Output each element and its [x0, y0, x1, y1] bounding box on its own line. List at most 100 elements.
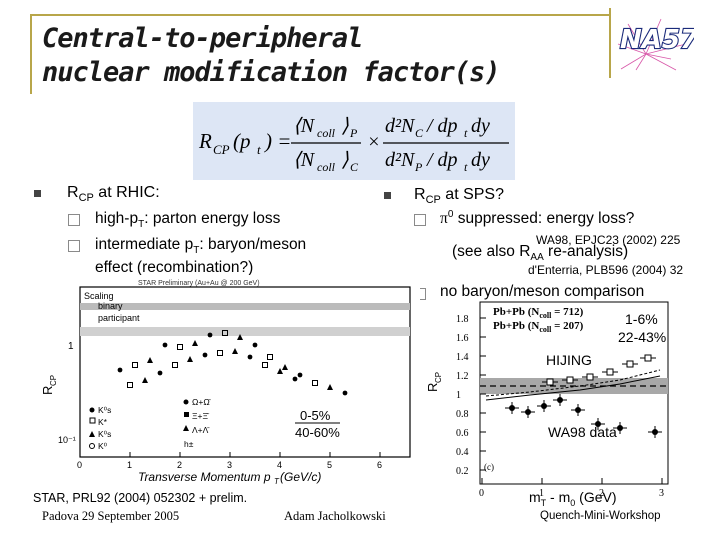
star-data-point	[202, 352, 208, 358]
star-data-point	[312, 380, 318, 386]
bullet-marker	[384, 192, 391, 199]
star-data-point	[162, 342, 168, 348]
sps-open-point	[606, 368, 614, 376]
formula-num-ncoll-sub: coll	[317, 126, 336, 140]
star-ytick-01: 10⁻¹	[58, 435, 76, 445]
sps-open-point	[586, 373, 594, 381]
sps-filled-point	[509, 405, 515, 411]
legend-marker	[183, 399, 189, 405]
sps-ytick-label: 1.8	[456, 314, 469, 325]
legend-marker	[89, 417, 96, 424]
ref-denterria: d'Enterria, PLB596 (2004) 32	[528, 263, 684, 277]
rhic-item-intermediate-pt-cont: effect (recombination?)	[95, 259, 254, 276]
star-xtick-label: 6	[377, 460, 382, 470]
legend-marker	[184, 412, 189, 417]
rhic-item-intermediate-pt: intermediate pT: baryon/meson	[95, 236, 307, 257]
star-data-point	[342, 390, 348, 396]
formula-num-label: P	[349, 126, 358, 140]
sps-ytick-label: 0.4	[456, 447, 469, 458]
sps-heading: RCP at SPS?	[414, 186, 504, 207]
svg-text:×: ×	[367, 131, 381, 153]
rhic-heading: RCP at RHIC:	[67, 184, 160, 205]
participant-band	[80, 327, 410, 336]
formula-den-ncoll-sub: coll	[317, 160, 336, 174]
star-data-point	[207, 332, 213, 338]
sps-legend-1-sub: coll	[539, 311, 552, 320]
star-legend-right-4: h±	[184, 439, 194, 449]
formula-den-d-sub: P	[414, 160, 423, 174]
sub-bullet-marker	[68, 214, 80, 226]
sps-xtick-label: 0	[479, 488, 484, 499]
formula-num-rest: / dp	[426, 115, 458, 137]
scaling-label: Scaling	[84, 291, 114, 301]
star-data-point	[282, 364, 288, 370]
sps-ytick-label: 1.4	[456, 352, 469, 363]
star-data-point	[132, 362, 138, 368]
star-data-point	[252, 342, 258, 348]
star-data-point	[247, 354, 253, 360]
star-legend-left-4: K⁰	[98, 441, 108, 451]
star-xtick-label: 2	[177, 460, 182, 470]
participant-label: participant	[98, 313, 140, 323]
star-citation: STAR, PRL92 (2004) 052302 + prelim.	[33, 491, 248, 505]
formula-num-dpt-sub: t	[464, 126, 468, 140]
star-legend-left-3: K⁰s	[98, 429, 111, 439]
star-data-point	[222, 330, 228, 336]
star-data-point	[172, 362, 178, 368]
binary-band	[80, 303, 410, 310]
star-xtick-label: 0	[77, 460, 82, 470]
footer-date-place: Padova 29 September 2005	[42, 509, 180, 523]
sps-xtick-label: 3	[659, 488, 664, 499]
bullet-marker	[34, 190, 41, 197]
star-chart-header: STAR Preliminary (Au+Au @ 200 GeV)	[138, 280, 260, 287]
star-xtick-label: 1	[127, 460, 132, 470]
rhic-item-high-pt: high-pT: parton energy loss	[95, 210, 281, 231]
sps-rcp-chart: 1.8 1.6 1.4 1.2 1 0.8 0.6 0.4 0.2 0 1 2 3 R CP Pb+P…	[420, 300, 680, 500]
sps-filled-point	[575, 407, 581, 413]
star-data-point	[127, 382, 133, 388]
star-legend-left-2: K*	[98, 417, 108, 427]
header-rule-top	[30, 14, 610, 16]
sps-item-baryon-meson: no baryon/meson comparison	[440, 283, 645, 300]
sps-ytick-label: 1.2	[456, 371, 469, 382]
footer-author: Adam Jacholkowski	[284, 509, 386, 523]
star-data-point	[187, 356, 193, 362]
sps-centrality-2: 22-43%	[618, 329, 666, 345]
sps-filled-point	[557, 397, 563, 403]
hijing-label: HIJING	[546, 352, 592, 368]
star-xtick-label: 5	[327, 460, 332, 470]
star-xtick-label: 3	[227, 460, 232, 470]
wa98-label: WA98 data	[548, 424, 617, 440]
sps-open-point	[566, 376, 574, 384]
star-ylabel: R	[40, 386, 55, 395]
svg-text:Pb+Pb (Ncoll = 712): Pb+Pb (Ncoll = 712)	[493, 306, 584, 320]
star-legend-right-2: Ξ+Ξ̄	[192, 411, 210, 421]
sps-filled-point	[617, 425, 623, 431]
star-xlabel-unit: (GeV/c)	[280, 470, 321, 484]
star-data-point	[147, 357, 153, 363]
sps-xlabel: mT - m0 (GeV)	[529, 489, 617, 508]
header-rule-left	[30, 14, 32, 94]
formula-den-ncoll: ⟨N	[293, 149, 316, 171]
na57-logo-text: NA57	[620, 25, 694, 55]
star-data-point	[327, 384, 333, 390]
sps-ytick-label: 0.6	[456, 428, 469, 439]
star-data-point	[277, 368, 283, 374]
sps-ytick-label: 1	[456, 390, 461, 401]
star-legend-right-3: Λ+Λ̄	[192, 425, 210, 435]
sps-filled-point	[541, 403, 547, 409]
formula-lhs-arg-sub: t	[257, 142, 261, 157]
footer-workshop: Quench-Mini-Workshop	[540, 510, 661, 522]
star-data-point	[267, 354, 273, 360]
rcp-formula: R CP (p t ) = ⟨N coll ⟩ P ⟨N coll ⟩ C × …	[193, 102, 515, 180]
formula-num-d-sub: C	[415, 126, 424, 140]
sps-open-point	[644, 354, 652, 362]
sps-open-point	[546, 378, 554, 386]
sps-ylabel: R	[425, 383, 440, 392]
star-xlabel: Transverse Momentum p	[138, 470, 271, 484]
legend-marker	[89, 443, 95, 449]
star-data-point	[117, 367, 123, 373]
sps-legend-2: Pb+Pb (N	[493, 320, 539, 332]
star-legend-left-1: K⁰s	[98, 405, 111, 415]
formula-num-ncoll: ⟨N	[293, 115, 316, 137]
